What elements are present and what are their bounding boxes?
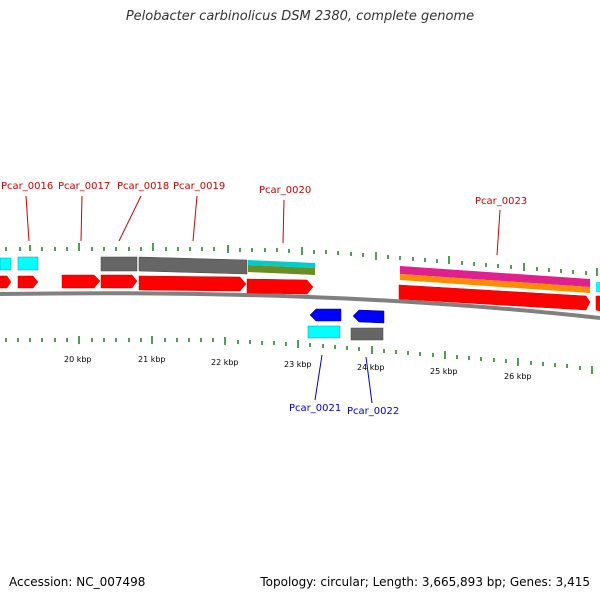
scale-label-25kbp: 25 kbp [430, 367, 458, 376]
feature-bar [307, 325, 341, 339]
gene-label-pcar-0022: Pcar_0022 [347, 406, 399, 417]
scale-label-23kbp: 23 kbp [284, 360, 312, 369]
scale-label-22kbp: 22 kbp [211, 358, 239, 367]
gene-label-pcar-0016: Pcar_0016 [1, 181, 53, 192]
gene-label-pcar-0017: Pcar_0017 [58, 181, 110, 192]
gene-arrow [61, 274, 101, 289]
scale-label-26kbp: 26 kbp [504, 372, 532, 381]
reverse-gene-arrows [307, 308, 385, 341]
gene-label-pcar-0021: Pcar_0021 [289, 403, 341, 414]
genome-backbone [0, 291, 600, 320]
scale-label-21kbp: 21 kbp [138, 355, 166, 364]
gene-arrow [17, 275, 39, 289]
forward-feature-bars [0, 256, 600, 293]
map-title: Pelobacter carbinolicus DSM 2380, comple… [125, 9, 475, 24]
scale-label-24kbp: 24 kbp [357, 363, 385, 372]
gene-label-pcar-0019: Pcar_0019 [173, 181, 225, 192]
scale-label-20kbp: 20 kbp [64, 355, 92, 364]
gene-arrow [0, 275, 12, 289]
gene-arrow [352, 309, 385, 324]
inner-ticks [5, 336, 593, 374]
accession-label: Accession: NC_007498 [9, 575, 146, 589]
gene-arrow [100, 274, 138, 289]
label-leader-lines [25, 195, 501, 404]
gene-label-pcar-0018: Pcar_0018 [117, 181, 169, 192]
forward-gene-arrows [0, 274, 600, 312]
genome-summary: Topology: circular; Length: 3,665,893 bp… [260, 575, 590, 589]
gene-arrow [246, 278, 314, 295]
gene-arrow [595, 295, 600, 312]
gene-arrow [398, 284, 591, 311]
gene-label-pcar-0020: Pcar_0020 [259, 185, 311, 196]
feature-bar [350, 327, 384, 341]
outer-ticks [5, 243, 598, 276]
gene-arrow [138, 275, 247, 292]
gene-label-pcar-0023: Pcar_0023 [475, 196, 527, 207]
gene-arrow [309, 308, 342, 322]
